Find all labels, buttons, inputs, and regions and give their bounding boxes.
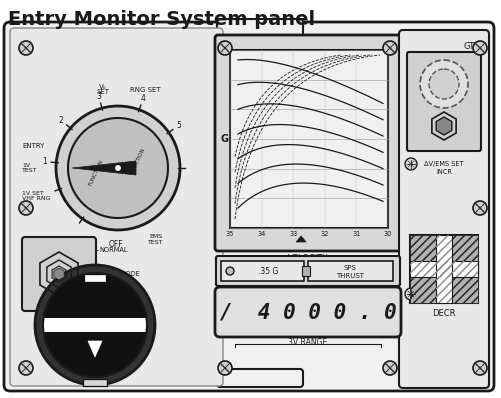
Circle shape <box>19 201 33 215</box>
Polygon shape <box>435 117 451 135</box>
Circle shape <box>56 106 180 230</box>
Text: ENTRY: ENTRY <box>22 143 44 149</box>
Circle shape <box>217 361 231 375</box>
Text: 4: 4 <box>141 94 145 103</box>
Circle shape <box>19 361 33 375</box>
Circle shape <box>382 361 396 375</box>
Bar <box>308 261 392 281</box>
FancyBboxPatch shape <box>398 30 488 388</box>
FancyBboxPatch shape <box>10 28 222 386</box>
Bar <box>85 275 105 281</box>
Circle shape <box>472 361 486 375</box>
Bar <box>409 235 477 303</box>
Bar <box>435 235 451 303</box>
FancyBboxPatch shape <box>43 318 147 332</box>
Text: 3V RANGE: 3V RANGE <box>288 338 327 347</box>
Text: 2: 2 <box>59 116 64 125</box>
Bar <box>409 261 477 277</box>
Bar <box>220 261 304 281</box>
Polygon shape <box>72 161 136 175</box>
Text: STBY  MODE: STBY MODE <box>99 271 139 277</box>
FancyBboxPatch shape <box>216 369 303 387</box>
Circle shape <box>382 41 396 55</box>
Bar <box>83 379 107 386</box>
Text: THRUST: THRUST <box>335 273 363 279</box>
Text: SPS: SPS <box>343 265 356 271</box>
Bar <box>409 261 477 277</box>
Text: DECR: DECR <box>431 309 455 318</box>
Text: 31: 31 <box>352 231 360 237</box>
Circle shape <box>404 158 416 170</box>
Text: /  4 0 0 0 . 0: / 4 0 0 0 . 0 <box>219 302 396 322</box>
Text: .35 G: .35 G <box>258 267 278 275</box>
Text: NORMAL: NORMAL <box>99 247 127 253</box>
Polygon shape <box>88 341 102 357</box>
FancyBboxPatch shape <box>216 19 303 39</box>
FancyBboxPatch shape <box>4 22 493 391</box>
FancyBboxPatch shape <box>214 35 400 251</box>
Text: FUNCTION: FUNCTION <box>88 159 104 187</box>
Circle shape <box>225 267 233 275</box>
FancyBboxPatch shape <box>214 287 400 337</box>
Circle shape <box>43 273 147 377</box>
Bar <box>409 235 435 261</box>
Text: Entry Monitor System panel: Entry Monitor System panel <box>8 10 315 29</box>
Text: RNG SET: RNG SET <box>130 87 160 93</box>
Polygon shape <box>54 268 64 280</box>
Text: 32: 32 <box>320 231 328 237</box>
Bar <box>302 266 310 276</box>
Circle shape <box>35 265 155 385</box>
Text: V₀: V₀ <box>99 84 107 90</box>
Text: 35: 35 <box>225 231 234 237</box>
Text: 1V SET
VHF RNG: 1V SET VHF RNG <box>22 191 51 201</box>
Text: 1: 1 <box>42 157 47 166</box>
Circle shape <box>68 118 168 218</box>
Circle shape <box>428 69 458 99</box>
Text: 33: 33 <box>289 231 297 237</box>
Circle shape <box>19 41 33 55</box>
Text: SET: SET <box>96 89 109 95</box>
Circle shape <box>472 41 486 55</box>
Text: BACKUP
VHF RNG: BACKUP VHF RNG <box>99 292 127 302</box>
Bar <box>409 277 435 303</box>
Circle shape <box>217 41 231 55</box>
Text: 1V: 1V <box>75 236 85 245</box>
Circle shape <box>114 164 122 172</box>
Text: G: G <box>220 134 228 144</box>
FancyBboxPatch shape <box>215 256 399 286</box>
Text: 34: 34 <box>257 231 265 237</box>
Circle shape <box>472 201 486 215</box>
FancyBboxPatch shape <box>406 52 480 151</box>
Polygon shape <box>296 236 306 242</box>
Text: OFF: OFF <box>109 240 123 249</box>
Circle shape <box>419 60 467 108</box>
Text: 30: 30 <box>383 231 391 237</box>
Text: VELOCITY: VELOCITY <box>287 254 328 263</box>
Bar <box>435 235 451 303</box>
Text: GTA: GTA <box>463 42 479 51</box>
Circle shape <box>404 288 416 300</box>
Text: 5: 5 <box>176 121 181 130</box>
Text: ΔV/EMS SET
INCR: ΔV/EMS SET INCR <box>423 161 463 174</box>
Text: EMS
TEST: EMS TEST <box>148 234 163 245</box>
Text: INJECTION: INJECTION <box>130 146 146 174</box>
Bar <box>229 50 387 228</box>
FancyBboxPatch shape <box>22 237 96 311</box>
Text: 3: 3 <box>96 92 101 101</box>
Text: 1V
TEST: 1V TEST <box>22 163 38 174</box>
Bar <box>451 277 477 303</box>
Bar <box>451 235 477 261</box>
